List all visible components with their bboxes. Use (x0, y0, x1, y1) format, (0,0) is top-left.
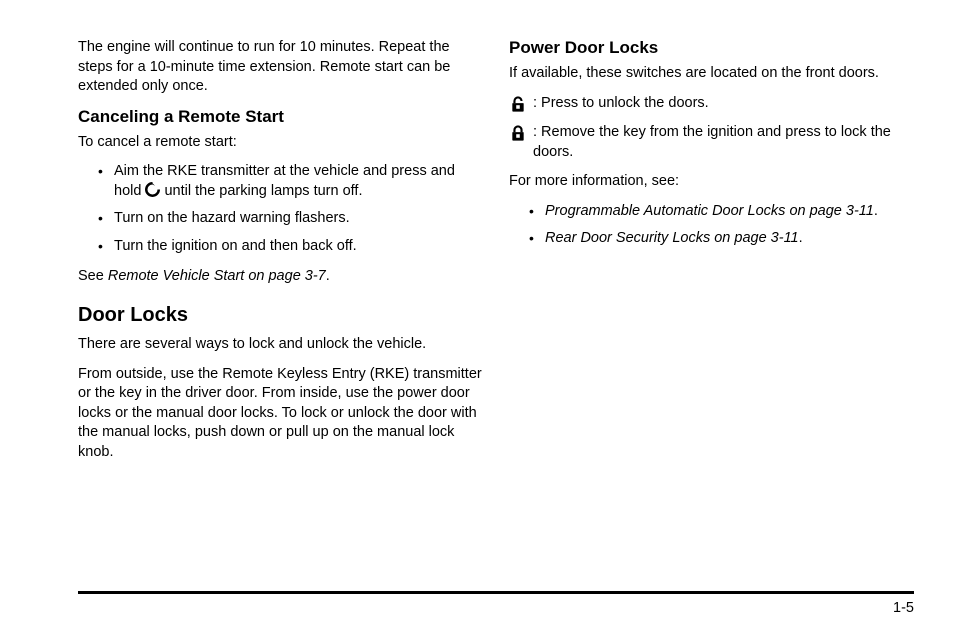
cancel-steps-list: Aim the RKE transmitter at the vehicle a… (78, 162, 483, 256)
list-item-text: Turn on the hazard warning flashers. (114, 210, 350, 226)
list-item: Programmable Automatic Door Locks on pag… (509, 202, 914, 222)
right-column: Power Door Locks If available, these swi… (509, 38, 914, 472)
list-item: Rear Door Security Locks on page 3‑11. (509, 229, 914, 249)
reference-link: Rear Door Security Locks on page 3‑11 (545, 230, 799, 246)
list-item: Turn on the hazard warning flashers. (78, 209, 483, 229)
reference-list: Programmable Automatic Door Locks on pag… (509, 202, 914, 249)
see-prefix: See (78, 268, 108, 284)
document-page: The engine will continue to run for 10 m… (0, 0, 954, 638)
reference-link: Remote Vehicle Start on page 3‑7 (108, 268, 326, 284)
list-item: Aim the RKE transmitter at the vehicle a… (78, 162, 483, 201)
lock-text: : Remove the key from the ignition and p… (533, 123, 914, 162)
see-reference: See Remote Vehicle Start on page 3‑7. (78, 267, 483, 287)
doorlocks-p1: There are several ways to lock and unloc… (78, 335, 483, 355)
doorlocks-p2: From outside, use the Remote Keyless Ent… (78, 365, 483, 463)
page-number: 1-5 (78, 600, 914, 616)
footer-rule (78, 591, 914, 594)
intro-paragraph: The engine will continue to run for 10 m… (78, 38, 483, 97)
more-info-text: For more information, see: (509, 172, 914, 192)
two-column-layout: The engine will continue to run for 10 m… (78, 38, 914, 472)
unlock-instruction: : Press to unlock the doors. (509, 94, 914, 114)
list-item: Turn the ignition on and then back off. (78, 237, 483, 257)
cancel-lead-text: To cancel a remote start: (78, 133, 483, 153)
ref-suffix: . (874, 203, 878, 219)
page-footer: 1-5 (78, 591, 914, 616)
list-item-text: Turn the ignition on and then back off. (114, 238, 357, 254)
remote-start-icon (145, 182, 160, 197)
heading-power-door-locks: Power Door Locks (509, 38, 914, 58)
left-column: The engine will continue to run for 10 m… (78, 38, 483, 472)
list-item-text-post: until the parking lamps turn off. (160, 183, 362, 199)
heading-canceling-remote-start: Canceling a Remote Start (78, 107, 483, 127)
reference-link: Programmable Automatic Door Locks on pag… (545, 203, 874, 219)
ref-suffix: . (799, 230, 803, 246)
unlock-text-content: : Press to unlock the doors. (533, 95, 709, 111)
power-intro: If available, these switches are located… (509, 64, 914, 84)
lock-icon (509, 125, 527, 142)
unlock-icon (509, 96, 527, 113)
see-suffix: . (326, 268, 330, 284)
unlock-text: : Press to unlock the doors. (533, 94, 709, 114)
lock-instruction: : Remove the key from the ignition and p… (509, 123, 914, 162)
heading-door-locks: Door Locks (78, 304, 483, 327)
